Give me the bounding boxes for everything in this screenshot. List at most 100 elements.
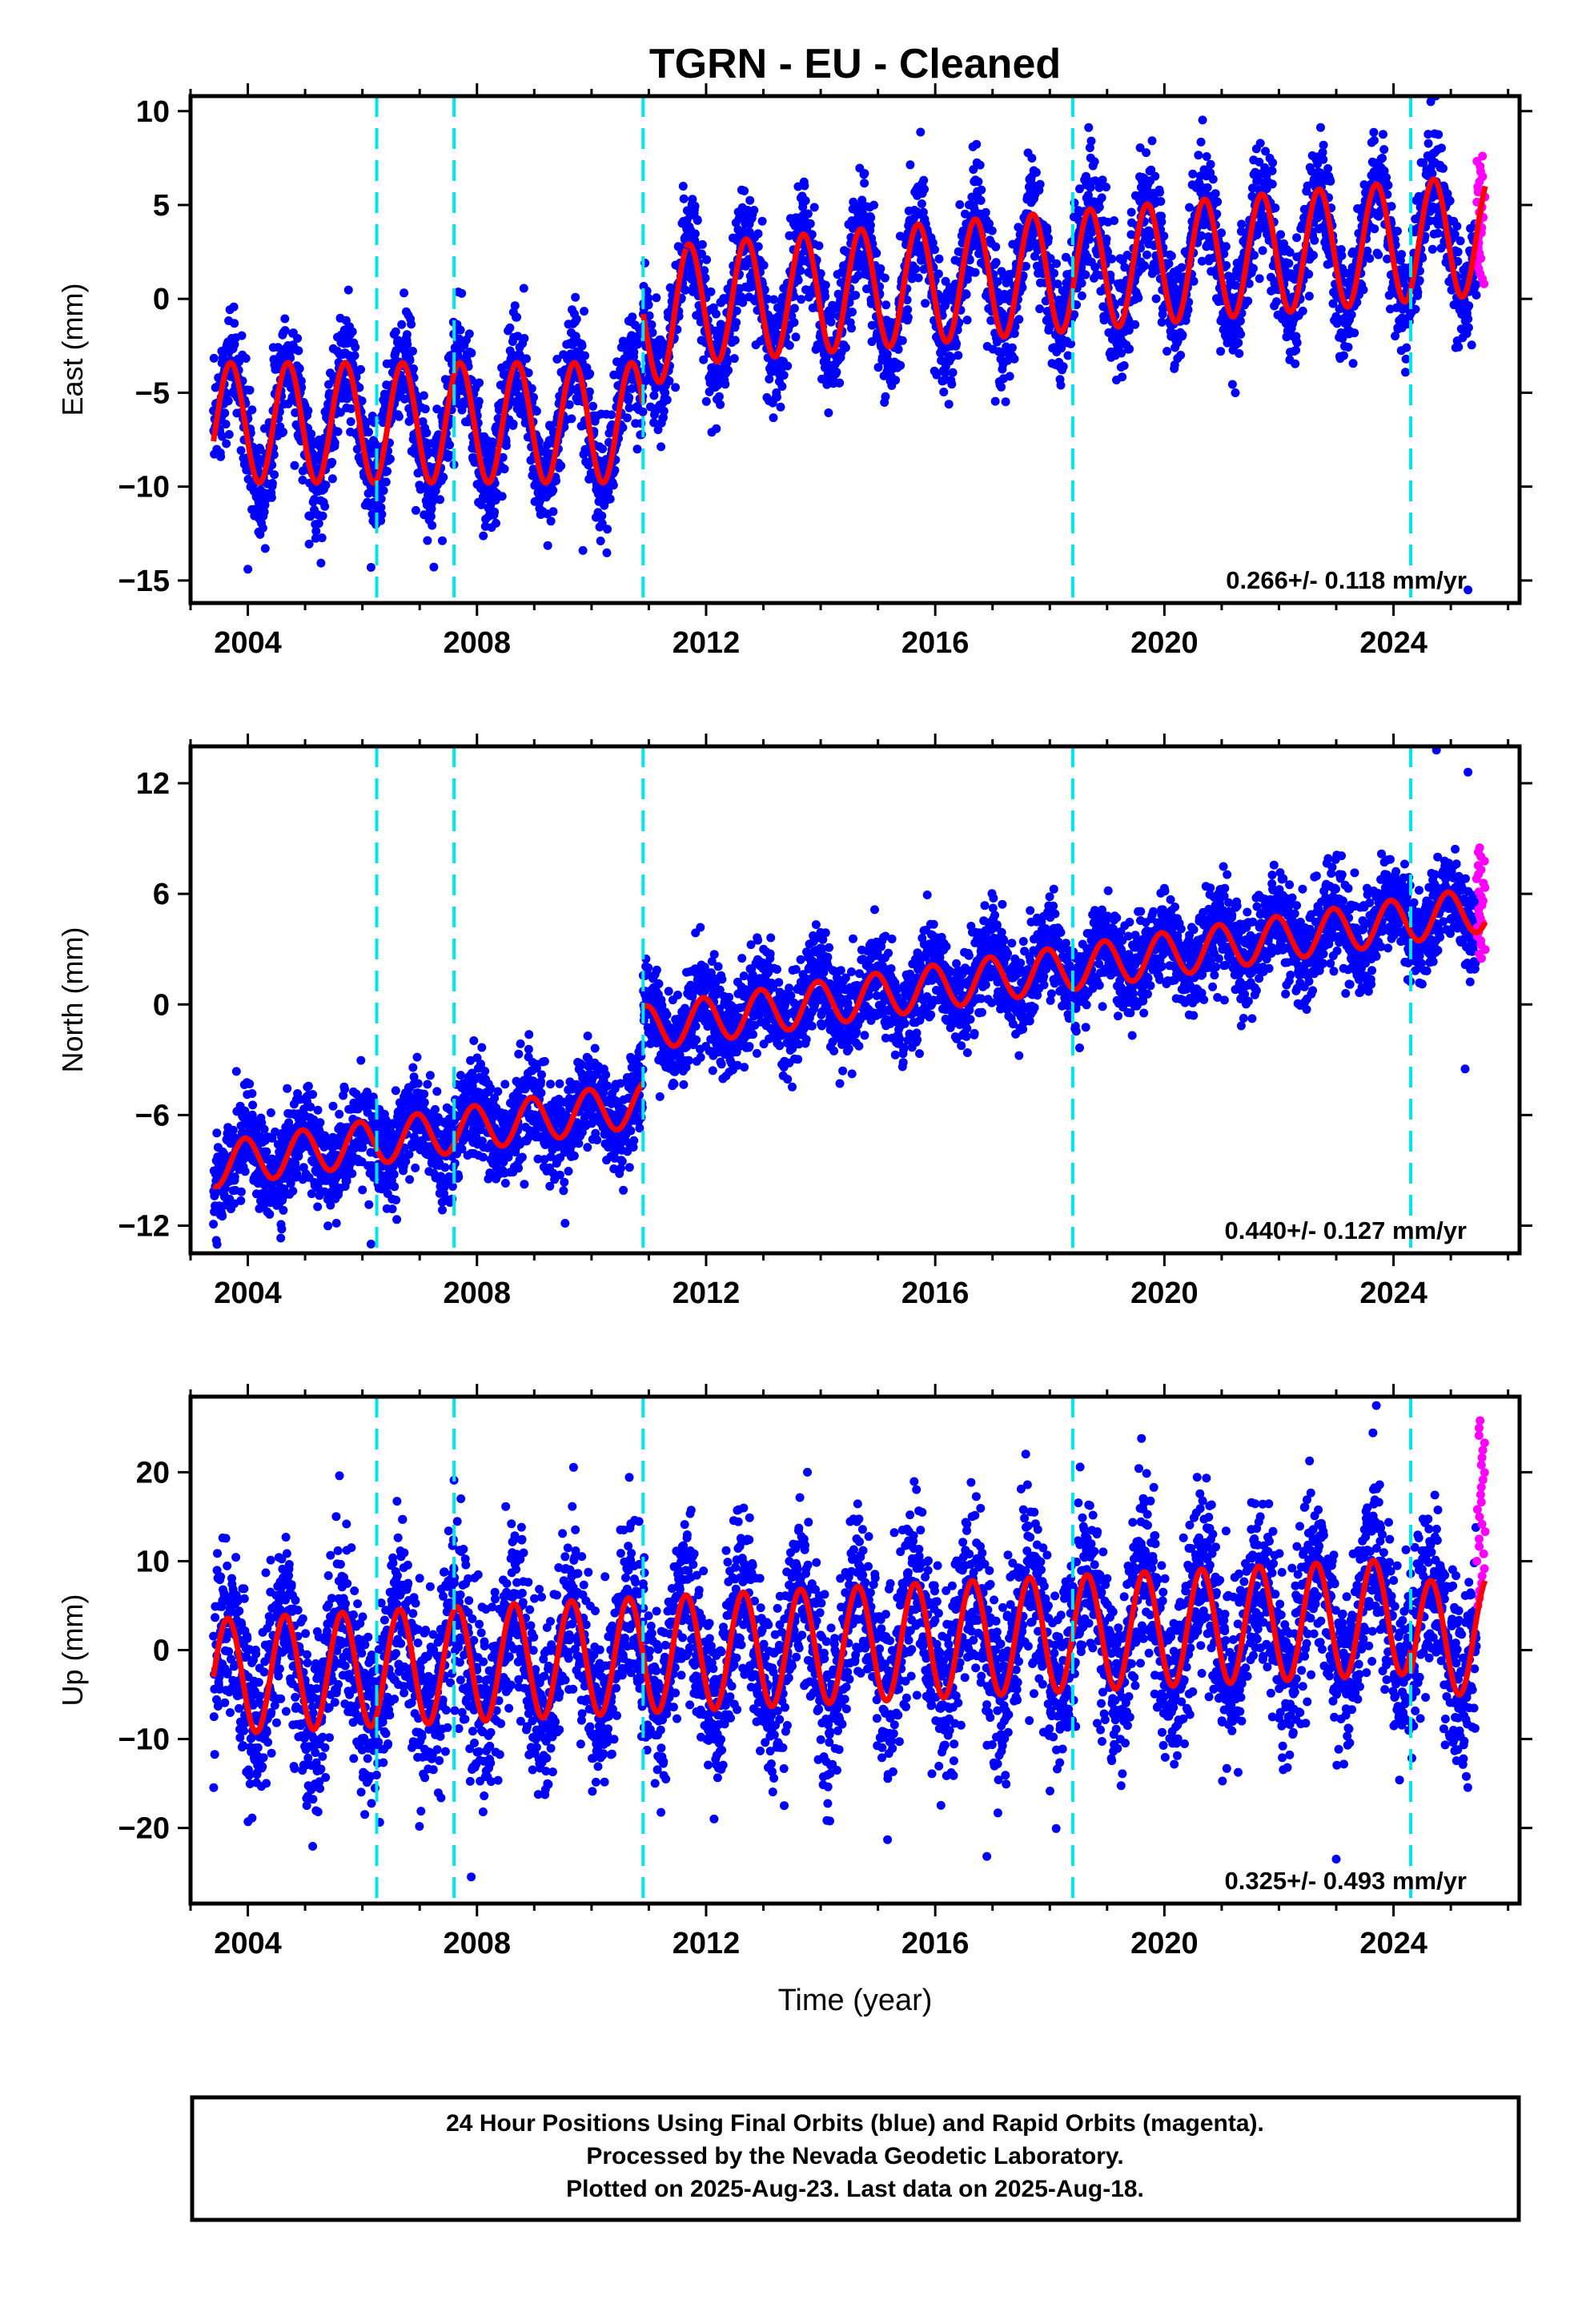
data-point [1292, 233, 1302, 243]
data-point [394, 412, 404, 421]
data-point [1052, 259, 1061, 268]
data-point [407, 320, 416, 329]
data-point [1196, 137, 1206, 147]
data-point [548, 507, 558, 517]
data-point [930, 245, 939, 255]
data-point [1464, 314, 1473, 324]
data-point [913, 273, 923, 283]
data-point [476, 500, 486, 509]
data-point [970, 267, 980, 277]
data-point [429, 562, 439, 572]
data-point [324, 380, 333, 389]
data-point [497, 492, 507, 501]
data-point [220, 408, 230, 418]
data-point [697, 239, 707, 249]
data-point [1090, 157, 1099, 167]
data-point [402, 330, 412, 340]
data-point [1401, 368, 1410, 377]
data-point [397, 320, 407, 329]
data-point [405, 356, 415, 365]
data-point [1452, 222, 1462, 231]
data-point [1164, 259, 1174, 268]
data-point [860, 169, 869, 178]
data-point [376, 494, 386, 504]
data-point [753, 242, 763, 251]
data-point [627, 384, 636, 393]
data-point [1107, 254, 1117, 263]
data-point [1350, 328, 1359, 338]
data-point [779, 371, 789, 380]
data-point [527, 384, 536, 393]
data-point [456, 325, 465, 335]
data-point [529, 392, 538, 402]
data-point [1445, 196, 1455, 206]
data-point [1094, 203, 1104, 212]
data-point [1291, 345, 1301, 355]
data-point [333, 427, 343, 436]
data-point [552, 355, 562, 364]
data-point [826, 317, 836, 327]
data-point [1202, 152, 1211, 161]
data-point [1411, 304, 1420, 314]
data-point [474, 396, 484, 406]
outlier-point [678, 182, 688, 191]
data-point [546, 517, 556, 526]
data-point [556, 461, 566, 471]
data-point [588, 401, 598, 411]
data-point [423, 536, 432, 545]
data-point [222, 439, 231, 448]
data-point [1147, 136, 1157, 146]
data-point [730, 336, 740, 345]
data-point [1339, 351, 1348, 360]
data-point [1423, 139, 1433, 148]
data-point [610, 465, 620, 475]
data-point [860, 179, 869, 188]
data-point [745, 195, 755, 205]
data-point [1140, 261, 1150, 271]
data-point [679, 194, 689, 203]
data-point [842, 247, 852, 257]
data-point [330, 438, 339, 448]
data-point [1370, 135, 1379, 145]
data-point [947, 380, 957, 389]
data-point [1177, 263, 1186, 272]
data-point [701, 273, 710, 283]
data-point [847, 324, 856, 333]
data-point [699, 355, 709, 364]
data-point [1081, 270, 1090, 279]
data-point [693, 215, 702, 225]
data-point [1236, 329, 1246, 339]
data-point [438, 536, 447, 545]
data-point [1208, 175, 1218, 184]
data-point [371, 439, 379, 448]
data-point [584, 387, 594, 396]
data-point [805, 219, 815, 228]
data-point [317, 533, 327, 543]
data-point [749, 206, 759, 215]
data-point [976, 195, 986, 205]
data-point [753, 229, 763, 239]
data-point [1035, 304, 1045, 314]
data-point [364, 428, 373, 436]
data-point [419, 391, 428, 400]
data-point [653, 425, 663, 435]
data-point [760, 285, 769, 295]
data-point [383, 467, 392, 476]
data-point [604, 437, 613, 447]
data-point [1271, 203, 1280, 213]
data-point [259, 507, 269, 517]
data-point [505, 323, 515, 332]
data-point [552, 476, 560, 485]
data-point [657, 338, 667, 348]
data-point [712, 424, 721, 433]
data-point [777, 382, 787, 391]
data-point [814, 241, 824, 251]
data-point [1347, 310, 1356, 320]
data-point [351, 343, 360, 352]
data-point [724, 366, 733, 375]
panel-east: 2004 2008 2012 2016 2020 20241050−5−10−15East… [56, 83, 1532, 660]
data-point [1359, 285, 1368, 295]
data-point [763, 294, 773, 304]
data-point [896, 360, 905, 370]
